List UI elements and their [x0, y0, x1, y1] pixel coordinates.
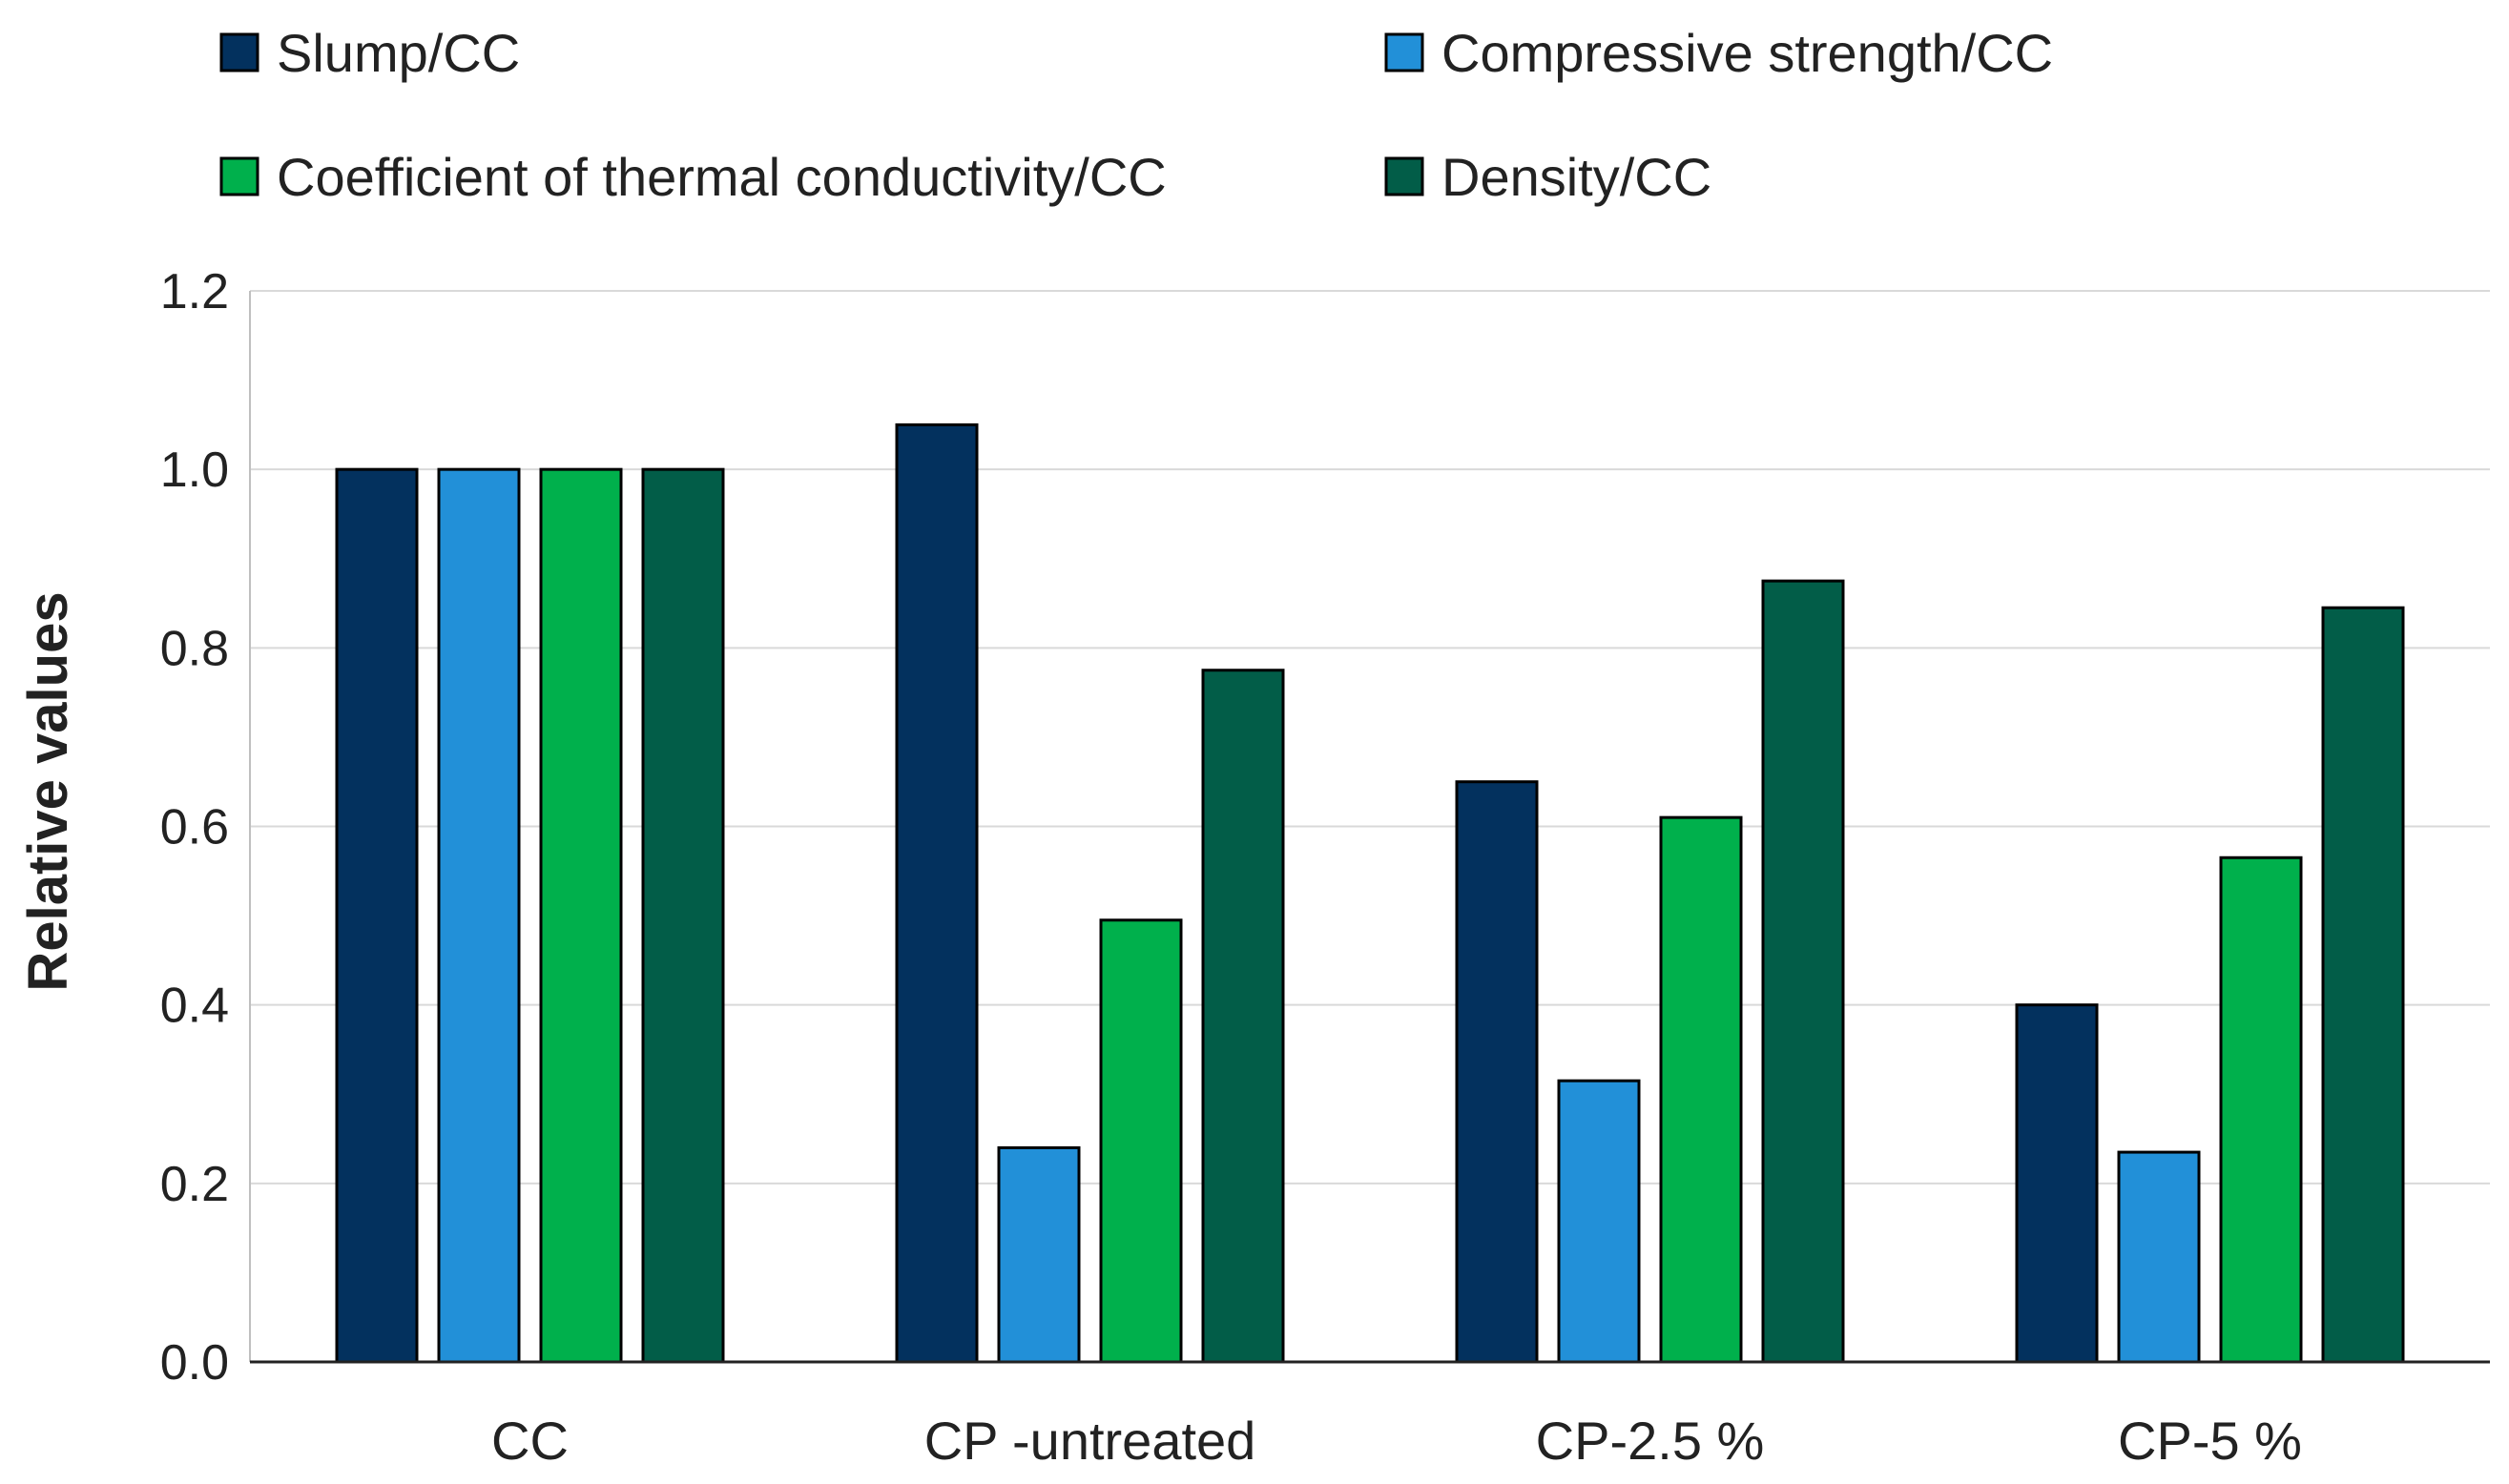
- bar: [2219, 855, 2303, 1364]
- bar: [895, 423, 979, 1364]
- bar: [1659, 815, 1743, 1364]
- x-tick-label: CP -untreated: [924, 1411, 1256, 1471]
- y-tick-label: 1.0: [160, 443, 229, 498]
- bars: [335, 423, 2405, 1364]
- legend-label: Slump/CC: [277, 23, 520, 83]
- bar: [2321, 606, 2405, 1364]
- gridlines: [250, 290, 2490, 1185]
- y-tick-label: 0.0: [160, 1335, 229, 1391]
- bar: [335, 467, 419, 1364]
- bar: [1557, 1079, 1641, 1364]
- bar: [997, 1145, 1081, 1364]
- y-tick-label: 0.6: [160, 800, 229, 855]
- legend-swatch: [1384, 32, 1424, 72]
- legend-label: Compressive strength/CC: [1441, 23, 2053, 83]
- bar: [1099, 918, 1183, 1364]
- x-tick-label: CP-5 %: [2118, 1411, 2302, 1471]
- bar: [437, 467, 521, 1364]
- x-category-labels: CC CP -untreated CP-2.5 % CP-5 %: [491, 1411, 2302, 1471]
- legend-swatch: [1384, 156, 1424, 196]
- legend: Slump/CC Compressive strength/CC Coefficie…: [219, 23, 2053, 207]
- y-tick-labels: 0.0 0.2 0.4 0.6 0.8 1.0 1.2: [160, 264, 229, 1391]
- y-tick-label: 0.8: [160, 621, 229, 676]
- legend-swatch: [219, 156, 259, 196]
- x-tick-label: CC: [491, 1411, 569, 1471]
- y-tick-label: 0.4: [160, 979, 229, 1034]
- legend-swatch: [219, 32, 259, 72]
- legend-label: Coefficient of thermal conductivity/CC: [277, 147, 1167, 207]
- legend-label: Density/CC: [1441, 147, 1711, 207]
- y-tick-label: 0.2: [160, 1157, 229, 1212]
- y-tick-label: 1.2: [160, 264, 229, 319]
- bar: [1455, 780, 1539, 1364]
- bar: [539, 467, 623, 1364]
- bar: [2117, 1150, 2201, 1364]
- bar: [641, 467, 725, 1364]
- y-axis-label: Relative values: [17, 591, 79, 991]
- axes: [249, 291, 2490, 1364]
- bar: [1201, 669, 1285, 1364]
- bar: [2015, 1003, 2099, 1364]
- x-tick-label: CP-2.5 %: [1536, 1411, 1765, 1471]
- bar: [1761, 579, 1845, 1364]
